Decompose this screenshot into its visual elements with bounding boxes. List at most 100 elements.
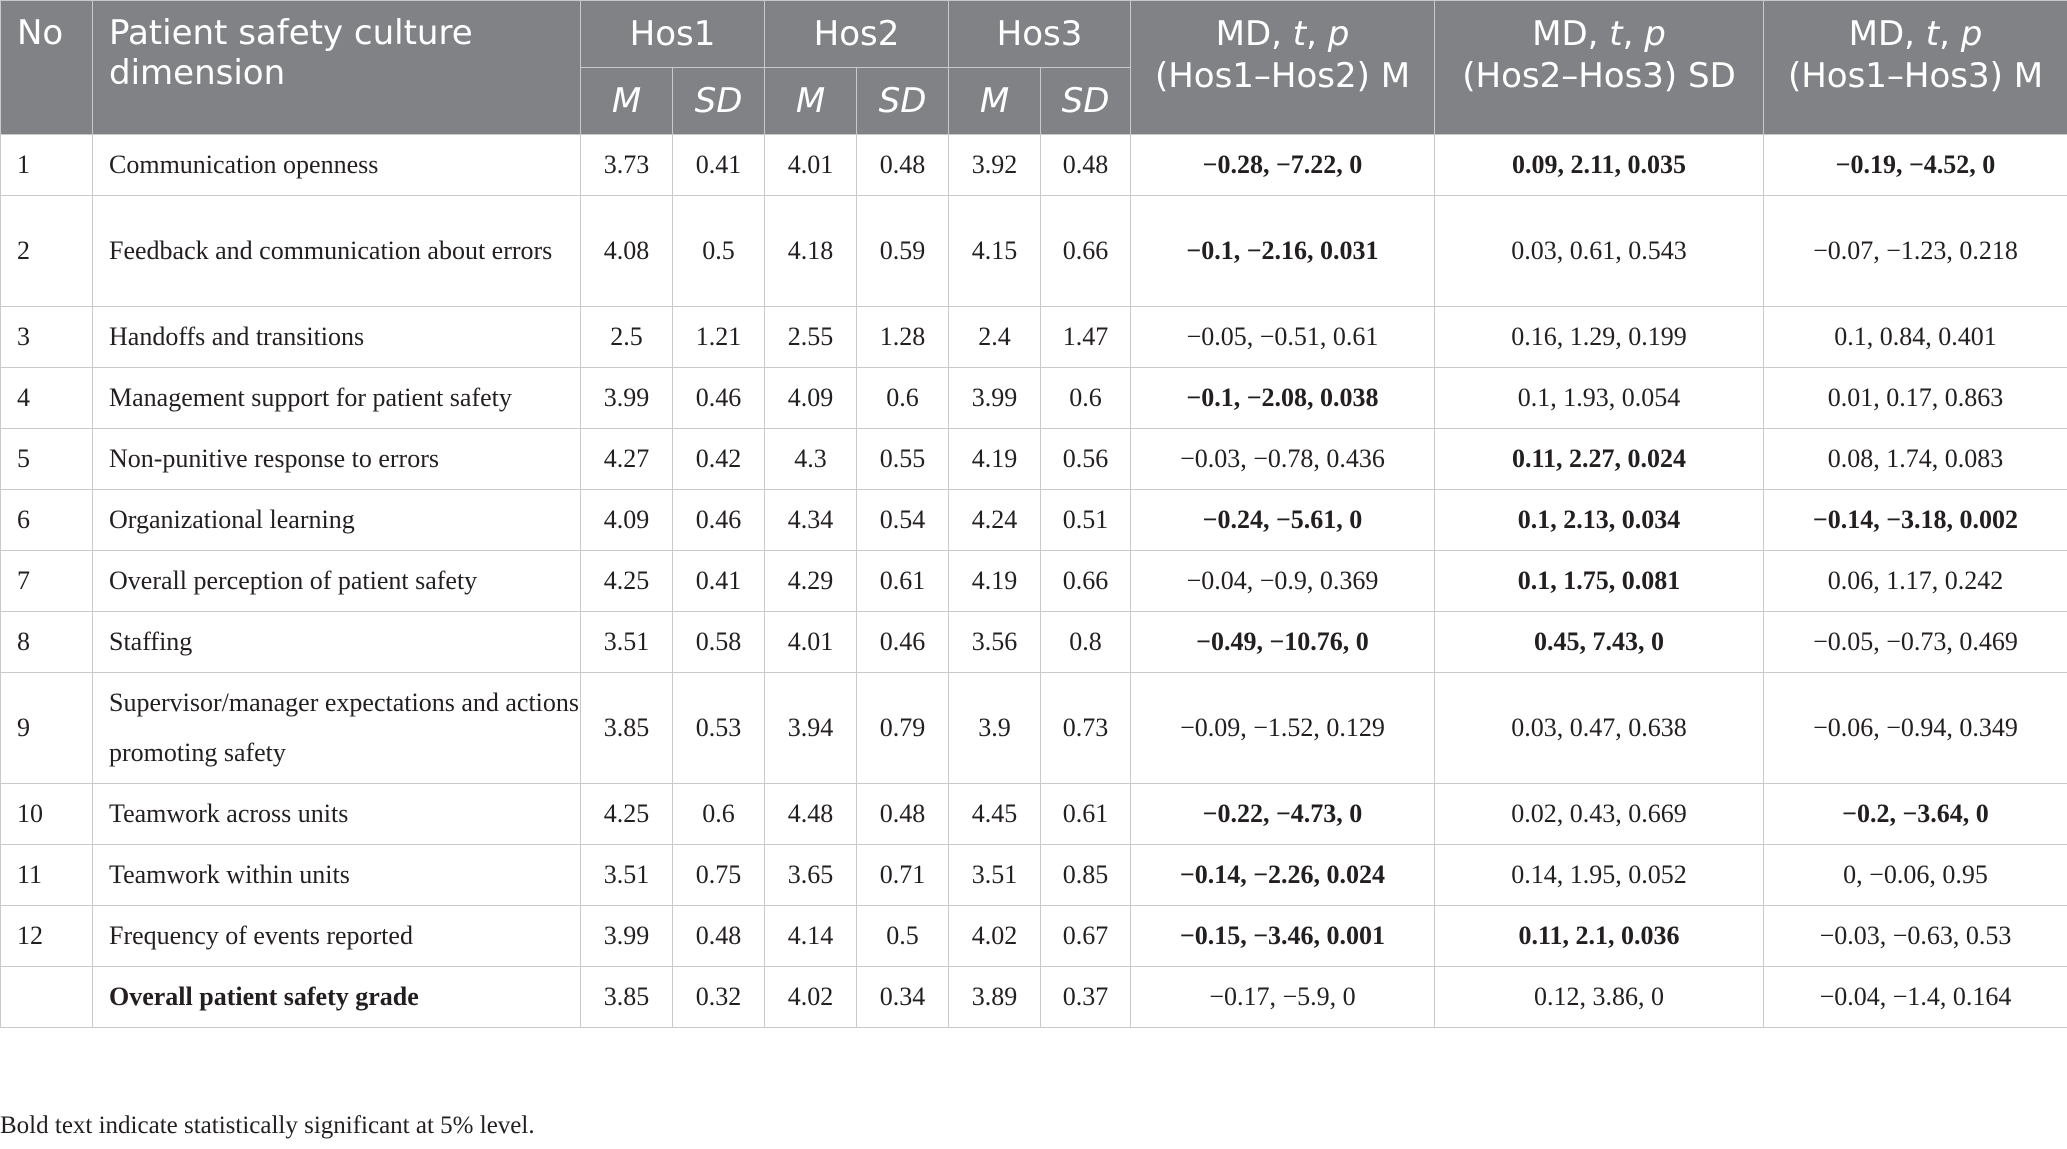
cell-hos1-mean: 3.51: [580, 844, 673, 906]
cell-hos2-sd: 0.61: [856, 550, 949, 612]
header-hos3-m: M: [948, 67, 1041, 135]
cell-dimension: Handoffs and transitions: [92, 306, 581, 368]
cell-hos2-mean: 4.14: [764, 905, 857, 967]
table-row: 2 Feedback and communication about errors…: [0, 195, 2067, 307]
cell-hos2-sd: 0.5: [856, 905, 949, 967]
cell-comparison-hos1-hos3: 0.01, 0.17, 0.863: [1763, 367, 2067, 429]
cell-dimension: Teamwork across units: [92, 783, 581, 845]
cell-hos2-mean: 3.94: [764, 672, 857, 784]
header-dimension: Patient safety culture dimension: [92, 0, 581, 135]
cell-comparison-hos1-hos2: −0.1, −2.16, 0.031: [1130, 195, 1435, 307]
cell-hos2-sd: 0.55: [856, 428, 949, 490]
cell-hos2-sd: 0.54: [856, 489, 949, 551]
cell-hos2-mean: 4.01: [764, 611, 857, 673]
cell-dimension: Overall perception of patient safety: [92, 550, 581, 612]
table-row: 12 Frequency of events reported 3.99 0.48 4.…: [0, 905, 2067, 967]
cell-hos1-mean: 4.27: [580, 428, 673, 490]
cell-dimension: Organizational learning: [92, 489, 581, 551]
cell-number: 12: [0, 905, 93, 967]
cell-hos2-sd: 0.71: [856, 844, 949, 906]
patient-safety-table: No Patient safety culture dimension Hos1…: [0, 0, 2067, 1028]
cell-dimension: Staffing: [92, 611, 581, 673]
cell-number: 5: [0, 428, 93, 490]
cell-number: 4: [0, 367, 93, 429]
cell-comparison-hos2-hos3: 0.14, 1.95, 0.052: [1434, 844, 1764, 906]
cell-comparison-hos1-hos2: −0.15, −3.46, 0.001: [1130, 905, 1435, 967]
cell-hos3-sd: 0.66: [1040, 550, 1131, 612]
cell-hos1-sd: 0.41: [672, 550, 765, 612]
cell-comparison-hos1-hos3: −0.04, −1.4, 0.164: [1763, 966, 2067, 1028]
cell-hos1-mean: 3.51: [580, 611, 673, 673]
table-row: 8 Staffing 3.51 0.58 4.01 0.46 3.56 0.8 −0.49, −…: [0, 611, 2067, 673]
cell-hos3-sd: 0.8: [1040, 611, 1131, 673]
cell-comparison-hos1-hos3: −0.03, −0.63, 0.53: [1763, 905, 2067, 967]
cell-hos3-mean: 4.24: [948, 489, 1041, 551]
cell-comparison-hos2-hos3: 0.09, 2.11, 0.035: [1434, 134, 1764, 196]
cell-hos3-mean: 4.19: [948, 428, 1041, 490]
cell-comparison-hos1-hos3: 0.08, 1.74, 0.083: [1763, 428, 2067, 490]
cell-hos2-mean: 4.18: [764, 195, 857, 307]
cell-comparison-hos2-hos3: 0.03, 0.47, 0.638: [1434, 672, 1764, 784]
cell-comparison-hos2-hos3: 0.02, 0.43, 0.669: [1434, 783, 1764, 845]
cell-hos1-sd: 0.42: [672, 428, 765, 490]
cell-hos2-sd: 0.59: [856, 195, 949, 307]
cell-hos2-mean: 4.01: [764, 134, 857, 196]
cell-hos1-sd: 0.5: [672, 195, 765, 307]
cell-dimension: Supervisor/manager expectations and acti…: [92, 672, 581, 784]
cell-hos1-mean: 3.99: [580, 367, 673, 429]
cell-number: 11: [0, 844, 93, 906]
cell-hos2-mean: 2.55: [764, 306, 857, 368]
table-row: 3 Handoffs and transitions 2.5 1.21 2.55 1.28…: [0, 306, 2067, 368]
cell-comparison-hos1-hos3: −0.07, −1.23, 0.218: [1763, 195, 2067, 307]
cell-comparison-hos1-hos2: −0.09, −1.52, 0.129: [1130, 672, 1435, 784]
cell-comparison-hos1-hos2: −0.1, −2.08, 0.038: [1130, 367, 1435, 429]
cell-hos3-mean: 3.51: [948, 844, 1041, 906]
cell-number: 7: [0, 550, 93, 612]
cell-comparison-hos1-hos2: −0.04, −0.9, 0.369: [1130, 550, 1435, 612]
cell-hos2-mean: 3.65: [764, 844, 857, 906]
cell-hos1-sd: 1.21: [672, 306, 765, 368]
cell-comparison-hos1-hos3: 0.1, 0.84, 0.401: [1763, 306, 2067, 368]
cell-hos3-mean: 3.56: [948, 611, 1041, 673]
cell-number: 9: [0, 672, 93, 784]
header-hospital-2: Hos2: [764, 0, 949, 68]
cell-hos2-mean: 4.29: [764, 550, 857, 612]
cell-hos3-mean: 4.02: [948, 905, 1041, 967]
cell-hos2-sd: 0.48: [856, 783, 949, 845]
cell-comparison-hos1-hos3: −0.2, −3.64, 0: [1763, 783, 2067, 845]
cell-comparison-hos1-hos3: 0, −0.06, 0.95: [1763, 844, 2067, 906]
header-hos2-sd: SD: [856, 67, 949, 135]
cell-dimension: Communication openness: [92, 134, 581, 196]
cell-dimension: Feedback and communication about errors: [92, 195, 581, 307]
cell-comparison-hos1-hos2: −0.17, −5.9, 0: [1130, 966, 1435, 1028]
table-row: 4 Management support for patient safety 3.…: [0, 367, 2067, 429]
cell-hos1-sd: 0.58: [672, 611, 765, 673]
header-comparison-3: MD, t, p (Hos1–Hos3) M: [1763, 0, 2067, 135]
cell-hos3-mean: 3.89: [948, 966, 1041, 1028]
cell-hos3-mean: 4.45: [948, 783, 1041, 845]
cell-comparison-hos2-hos3: 0.11, 2.1, 0.036: [1434, 905, 1764, 967]
cell-comparison-hos1-hos2: −0.14, −2.26, 0.024: [1130, 844, 1435, 906]
cell-dimension: Overall patient safety grade: [92, 966, 581, 1028]
cell-hos1-sd: 0.48: [672, 905, 765, 967]
cell-hos2-mean: 4.34: [764, 489, 857, 551]
cell-comparison-hos1-hos3: −0.05, −0.73, 0.469: [1763, 611, 2067, 673]
cell-hos2-sd: 0.48: [856, 134, 949, 196]
cell-hos3-mean: 4.15: [948, 195, 1041, 307]
cell-hos2-mean: 4.3: [764, 428, 857, 490]
cell-hos2-mean: 4.09: [764, 367, 857, 429]
cell-hos3-sd: 1.47: [1040, 306, 1131, 368]
cell-hos2-sd: 0.34: [856, 966, 949, 1028]
cell-comparison-hos1-hos3: 0.06, 1.17, 0.242: [1763, 550, 2067, 612]
table-row: 5 Non-punitive response to errors 4.27 0.42…: [0, 428, 2067, 490]
cell-dimension: Non-punitive response to errors: [92, 428, 581, 490]
cell-number: 2: [0, 195, 93, 307]
cell-hos3-mean: 4.19: [948, 550, 1041, 612]
cell-hos3-mean: 3.99: [948, 367, 1041, 429]
cell-number: 1: [0, 134, 93, 196]
cell-comparison-hos1-hos2: −0.05, −0.51, 0.61: [1130, 306, 1435, 368]
table-row: 6 Organizational learning 4.09 0.46 4.34 0.54…: [0, 489, 2067, 551]
cell-number: 8: [0, 611, 93, 673]
table-row: 10 Teamwork across units 4.25 0.6 4.48 0.48 4.…: [0, 783, 2067, 845]
table-row: 7 Overall perception of patient safety 4.2…: [0, 550, 2067, 612]
